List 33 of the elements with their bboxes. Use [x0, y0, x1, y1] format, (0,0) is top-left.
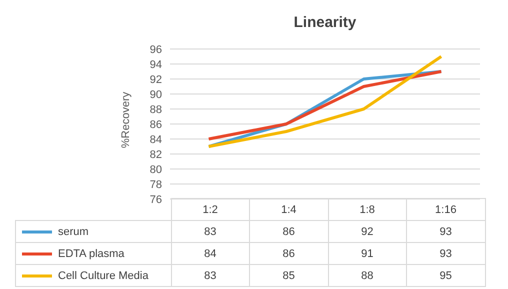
data-label: 88	[328, 264, 406, 286]
y-tick-label: 80	[150, 164, 162, 176]
y-tick-label: 82	[150, 148, 162, 161]
y-tick-label: 78	[150, 178, 162, 191]
data-label: 86	[250, 220, 328, 242]
y-tick-label: 76	[150, 194, 162, 206]
x-tick-label: 1:8	[328, 198, 406, 220]
y-tick-label: 92	[150, 74, 162, 86]
chart-title: Linearity	[292, 14, 358, 31]
x-tick-label: 1:4	[250, 198, 328, 220]
data-label: 83	[171, 220, 250, 242]
data-label: 85	[250, 264, 328, 286]
legend-label: EDTA plasma	[58, 248, 124, 260]
line-series	[207, 55, 443, 148]
data-label: 86	[250, 242, 328, 264]
y-tick-label: 96	[150, 44, 162, 56]
y-tick-label: 84	[150, 134, 162, 146]
y-tick-label: 88	[150, 104, 162, 116]
y-tick-label: 90	[150, 88, 162, 101]
legend-label: Cell Culture Media	[58, 270, 148, 282]
y-tick-label: 94	[150, 58, 162, 71]
data-label: 95	[406, 264, 485, 286]
data-label: 93	[406, 242, 485, 264]
legend-label: serum	[58, 226, 89, 238]
y-tick-label: 86	[150, 118, 162, 131]
x-tick-label: 1:2	[171, 198, 250, 220]
data-label: 83	[171, 264, 250, 286]
y-axis-title: %Recovery	[120, 92, 132, 148]
data-label: 91	[328, 242, 406, 264]
x-tick-label: 1:16	[406, 198, 485, 220]
data-label: 93	[406, 220, 485, 242]
data-label: 92	[328, 220, 406, 242]
data-label: 84	[171, 242, 250, 264]
